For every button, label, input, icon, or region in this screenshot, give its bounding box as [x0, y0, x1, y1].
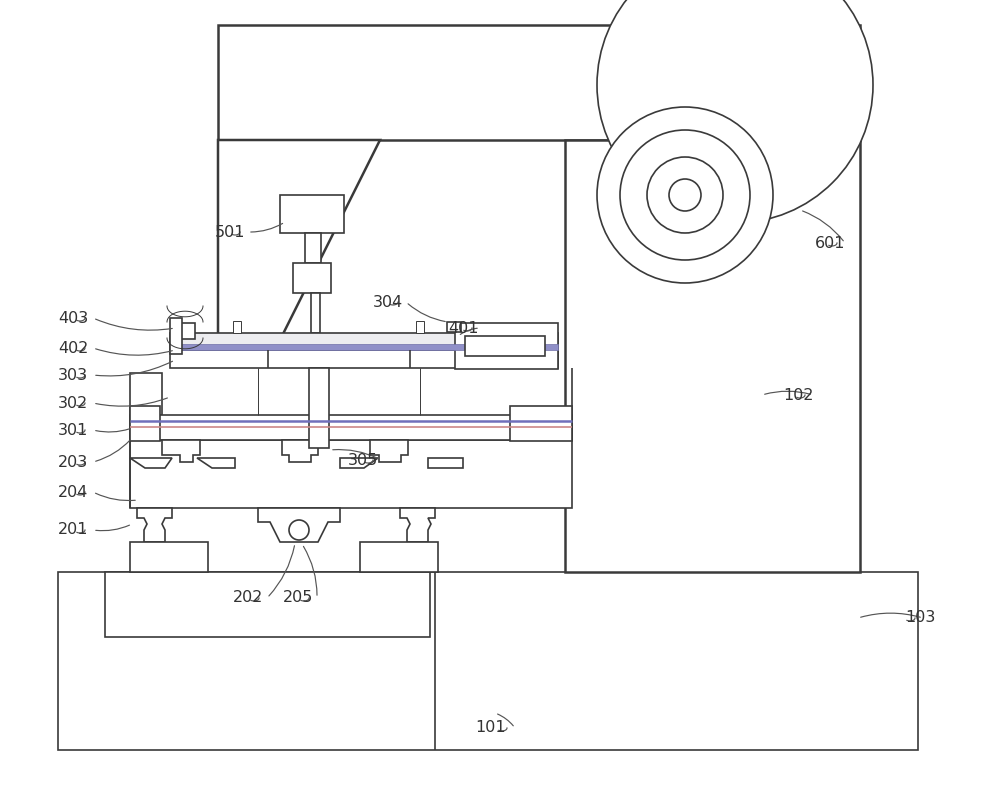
Bar — [360, 542, 438, 572]
Text: 301: 301 — [58, 422, 88, 438]
Polygon shape — [258, 508, 340, 542]
Circle shape — [597, 0, 873, 223]
Text: 304: 304 — [373, 295, 403, 309]
Bar — [130, 373, 162, 415]
Bar — [455, 323, 558, 369]
Bar — [170, 350, 558, 368]
Text: 101: 101 — [475, 720, 506, 736]
Text: 201: 201 — [58, 523, 88, 537]
Circle shape — [597, 107, 773, 283]
Text: 102: 102 — [783, 387, 814, 402]
Bar — [105, 572, 430, 637]
Bar — [233, 321, 241, 333]
Bar — [510, 406, 572, 441]
Text: 305: 305 — [348, 453, 378, 468]
Bar — [218, 25, 860, 140]
Polygon shape — [370, 440, 408, 462]
Bar — [293, 263, 331, 293]
Text: 204: 204 — [58, 485, 88, 500]
Bar — [305, 233, 321, 263]
Bar — [170, 333, 558, 351]
Bar — [280, 195, 344, 233]
Bar — [130, 542, 208, 572]
Circle shape — [669, 179, 701, 211]
Bar — [565, 140, 860, 572]
Bar — [175, 323, 195, 339]
Text: 302: 302 — [58, 395, 88, 410]
Polygon shape — [340, 458, 378, 468]
Polygon shape — [197, 458, 235, 468]
Polygon shape — [282, 440, 318, 462]
Text: 401: 401 — [448, 320, 479, 336]
Bar — [447, 322, 461, 332]
Text: 601: 601 — [815, 235, 846, 250]
Polygon shape — [428, 458, 463, 468]
Text: 205: 205 — [283, 591, 313, 606]
Bar — [130, 406, 160, 441]
Bar — [130, 440, 572, 508]
Bar — [311, 293, 320, 333]
Bar — [309, 368, 329, 448]
Polygon shape — [137, 508, 172, 542]
Polygon shape — [218, 140, 380, 360]
Text: 403: 403 — [58, 311, 88, 325]
Polygon shape — [400, 508, 435, 542]
Bar — [130, 415, 572, 440]
Circle shape — [647, 157, 723, 233]
Text: 402: 402 — [58, 340, 88, 355]
Text: 501: 501 — [215, 225, 246, 240]
Circle shape — [620, 130, 750, 260]
Text: 103: 103 — [905, 611, 935, 626]
Circle shape — [289, 520, 309, 540]
Bar — [170, 344, 558, 350]
Text: 202: 202 — [233, 591, 263, 606]
Polygon shape — [130, 458, 172, 468]
Bar — [170, 318, 182, 354]
Polygon shape — [162, 440, 200, 462]
Text: 303: 303 — [58, 367, 88, 383]
Text: 203: 203 — [58, 454, 88, 469]
Bar — [465, 336, 545, 356]
Bar — [416, 321, 424, 333]
Bar — [58, 572, 918, 750]
